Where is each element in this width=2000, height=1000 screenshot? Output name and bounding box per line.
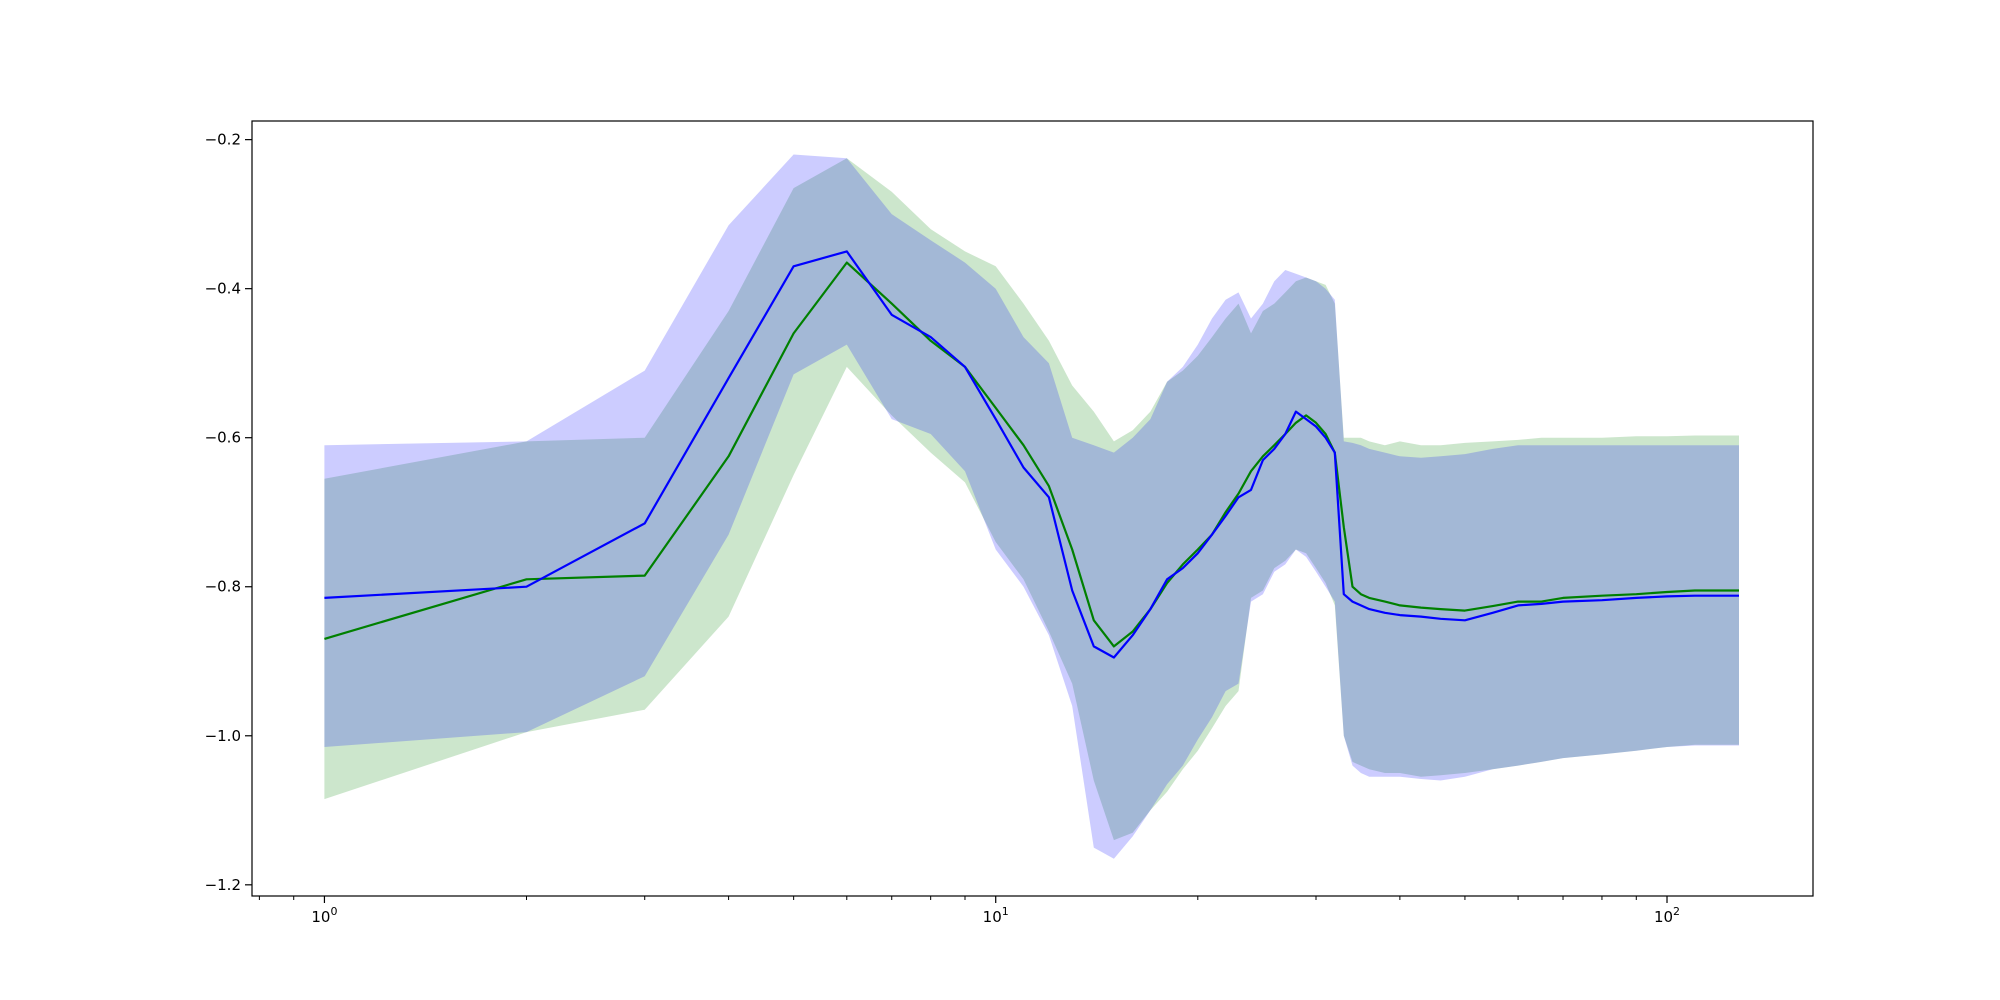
- plot-frame: [251, 120, 1814, 897]
- y-tick-label: −0.6: [205, 429, 241, 447]
- y-tick-label: −1.0: [205, 727, 241, 745]
- y-tick-label: −0.8: [205, 578, 241, 596]
- x-tick-label: 102: [1654, 905, 1680, 926]
- x-axis: 100 101 102: [258, 896, 1680, 926]
- mean-line-2: [324, 250, 1739, 659]
- y-tick-label: −0.4: [205, 280, 241, 298]
- confidence-band-1: [324, 158, 1739, 841]
- confidence-bands: [324, 154, 1739, 859]
- y-axis: −0.2 −0.4 −0.6 −0.8 −1.0 −1.2: [205, 131, 252, 894]
- mean-lines: [324, 250, 1739, 659]
- confidence-band-2: [324, 154, 1739, 859]
- y-tick-label: −1.2: [205, 876, 241, 894]
- x-tick-label: 100: [311, 905, 337, 926]
- x-tick-label: 101: [983, 905, 1009, 926]
- y-tick-label: −0.2: [205, 131, 241, 149]
